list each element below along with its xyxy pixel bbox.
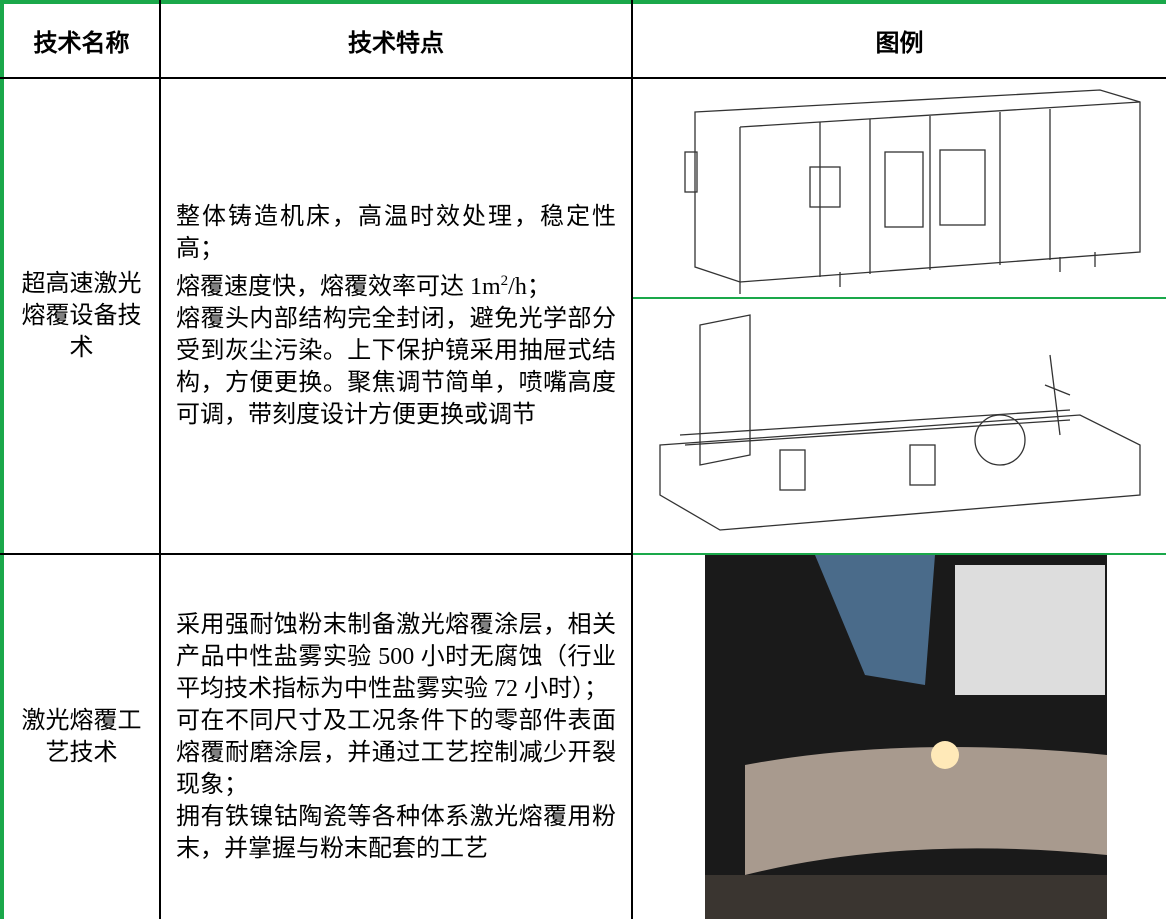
feature: 熔覆头内部结构完全封闭，避免光学部分受到灰尘污染。上下保护镜采用抽屉式结构，方便… (176, 306, 616, 428)
machine-drawing (659, 314, 1141, 531)
row-line (0, 77, 1166, 79)
border (0, 0, 4, 919)
feature: 熔覆速度快，熔覆效率可达 1m2/h； (176, 265, 616, 303)
header-text: 技术特点 (348, 29, 444, 57)
header-cell: 技术名称 (4, 4, 159, 77)
col-line (159, 0, 161, 919)
feature-text: /h； (508, 274, 551, 300)
feature-cell: 采用强耐蚀粉末制备激光熔覆涂层，相关产品中性盐雾实验 500 小时无腐蚀（行业平… (161, 555, 631, 919)
header-cell: 图例 (633, 4, 1166, 77)
row-line (632, 553, 1166, 555)
cladding-photo (705, 555, 1107, 919)
row-line (0, 553, 632, 555)
tech-name: 激光熔覆工艺技术 (21, 708, 142, 766)
machine-drawing (684, 89, 1141, 294)
header-text: 图例 (875, 29, 924, 57)
feature: 采用强耐蚀粉末制备激光熔覆涂层，相关产品中性盐雾实验 500 小时无腐蚀（行业平… (176, 612, 616, 702)
tech-name: 超高速激光熔覆设备技术 (21, 271, 142, 361)
feature: 拥有铁镍钴陶瓷等各种体系激光熔覆用粉末，并掌握与粉末配套的工艺 (176, 804, 616, 862)
header-text: 技术名称 (33, 29, 130, 57)
superscript: 2 (500, 273, 509, 289)
feature: 可在不同尺寸及工况条件下的零部件表面熔覆耐磨涂层，并通过工艺控制减少开裂现象； (176, 708, 616, 798)
name-cell: 激光熔覆工艺技术 (4, 555, 159, 919)
feature-text: 熔覆速度快，熔覆效率可达 1m (176, 274, 501, 300)
feature-list: 采用强耐蚀粉末制备激光熔覆涂层，相关产品中性盐雾实验 500 小时无腐蚀（行业平… (176, 609, 616, 865)
feature-cell: 整体铸造机床，高温时效处理，稳定性高； 熔覆速度快，熔覆效率可达 1m2/h； 熔覆… (161, 79, 631, 553)
feature-list: 整体铸造机床，高温时效处理，稳定性高； 熔覆速度快，熔覆效率可达 1m2/h； 熔覆… (176, 201, 616, 431)
name-cell: 超高速激光熔覆设备技术 (4, 79, 159, 553)
header-cell: 技术特点 (161, 4, 631, 77)
col-line (631, 0, 633, 919)
feature: 整体铸造机床，高温时效处理，稳定性高； (176, 204, 616, 262)
border (0, 0, 1166, 4)
image-divider (632, 297, 1166, 299)
